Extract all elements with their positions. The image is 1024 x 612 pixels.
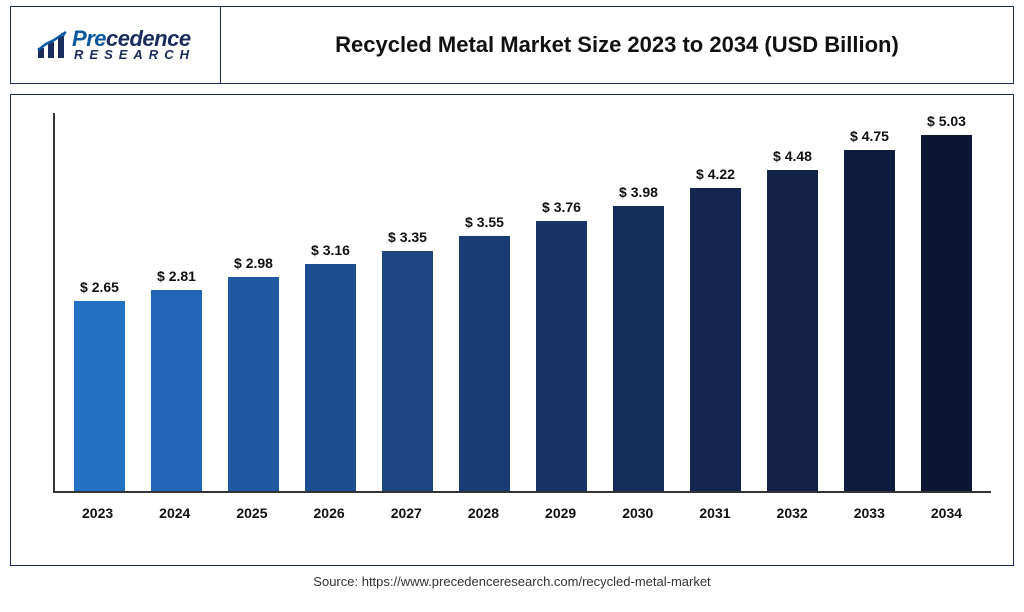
bar: [613, 206, 664, 491]
bar-value-label: $ 3.98: [619, 184, 658, 200]
bar: [536, 221, 587, 491]
bars-row: $ 2.65 $ 2.81 $ 2.98 $ 3.16 $ 3.35 $ 3.55 $ 3.…: [55, 113, 991, 491]
bar-value-label: $ 2.65: [80, 279, 119, 295]
bar-value-label: $ 3.76: [542, 199, 581, 215]
bar: [305, 264, 356, 491]
x-tick-label: 2023: [59, 505, 136, 521]
logo-cell: Precedence RESEARCH: [11, 7, 221, 83]
bar: [844, 150, 895, 491]
x-tick-label: 2032: [754, 505, 831, 521]
x-tick-label: 2025: [213, 505, 290, 521]
bar-slot: $ 4.75: [831, 113, 908, 491]
source-text: Source: https://www.precedenceresearch.c…: [0, 574, 1024, 589]
logo-text: Precedence RESEARCH: [72, 29, 195, 61]
x-axis-labels: 2023202420252026202720282029203020312032…: [53, 493, 991, 521]
bar-value-label: $ 4.22: [696, 166, 735, 182]
bar: [690, 188, 741, 491]
bar: [74, 301, 125, 491]
figure-container: Precedence RESEARCH Recycled Metal Marke…: [0, 6, 1024, 612]
x-tick-label: 2024: [136, 505, 213, 521]
bar-slot: $ 3.55: [446, 113, 523, 491]
bar: [228, 277, 279, 491]
bar-slot: $ 3.16: [292, 113, 369, 491]
bar-slot: $ 5.03: [908, 113, 985, 491]
bar-slot: $ 2.81: [138, 113, 215, 491]
bar-value-label: $ 4.75: [850, 128, 889, 144]
bar-slot: $ 3.35: [369, 113, 446, 491]
x-tick-label: 2029: [522, 505, 599, 521]
x-tick-label: 2034: [908, 505, 985, 521]
plot-area: $ 2.65 $ 2.81 $ 2.98 $ 3.16 $ 3.35 $ 3.55 $ 3.…: [53, 113, 991, 493]
x-tick-label: 2027: [368, 505, 445, 521]
x-tick-label: 2031: [676, 505, 753, 521]
bar-value-label: $ 4.48: [773, 148, 812, 164]
bar-value-label: $ 3.55: [465, 214, 504, 230]
logo-subtext: RESEARCH: [74, 49, 195, 61]
bar: [459, 236, 510, 491]
title-cell: Recycled Metal Market Size 2023 to 2034 …: [221, 7, 1013, 83]
chart-box: $ 2.65 $ 2.81 $ 2.98 $ 3.16 $ 3.35 $ 3.55 $ 3.…: [10, 94, 1014, 566]
x-tick-label: 2026: [291, 505, 368, 521]
header-row: Precedence RESEARCH Recycled Metal Marke…: [10, 6, 1014, 84]
bar-slot: $ 4.22: [677, 113, 754, 491]
chart-title: Recycled Metal Market Size 2023 to 2034 …: [335, 32, 899, 58]
x-tick-label: 2030: [599, 505, 676, 521]
bar-slot: $ 2.65: [61, 113, 138, 491]
x-tick-label: 2028: [445, 505, 522, 521]
bar-value-label: $ 3.35: [388, 229, 427, 245]
bar-slot: $ 3.76: [523, 113, 600, 491]
bar-slot: $ 2.98: [215, 113, 292, 491]
bar-value-label: $ 3.16: [311, 242, 350, 258]
x-tick-label: 2033: [831, 505, 908, 521]
bar: [151, 290, 202, 491]
bar-value-label: $ 2.98: [234, 255, 273, 271]
bar: [382, 251, 433, 491]
bar-value-label: $ 5.03: [927, 113, 966, 129]
bar: [767, 170, 818, 491]
bar: [921, 135, 972, 491]
bar-slot: $ 3.98: [600, 113, 677, 491]
logo: Precedence RESEARCH: [36, 29, 195, 61]
bar-slot: $ 4.48: [754, 113, 831, 491]
bar-value-label: $ 2.81: [157, 268, 196, 284]
logo-chart-icon: [36, 30, 70, 60]
